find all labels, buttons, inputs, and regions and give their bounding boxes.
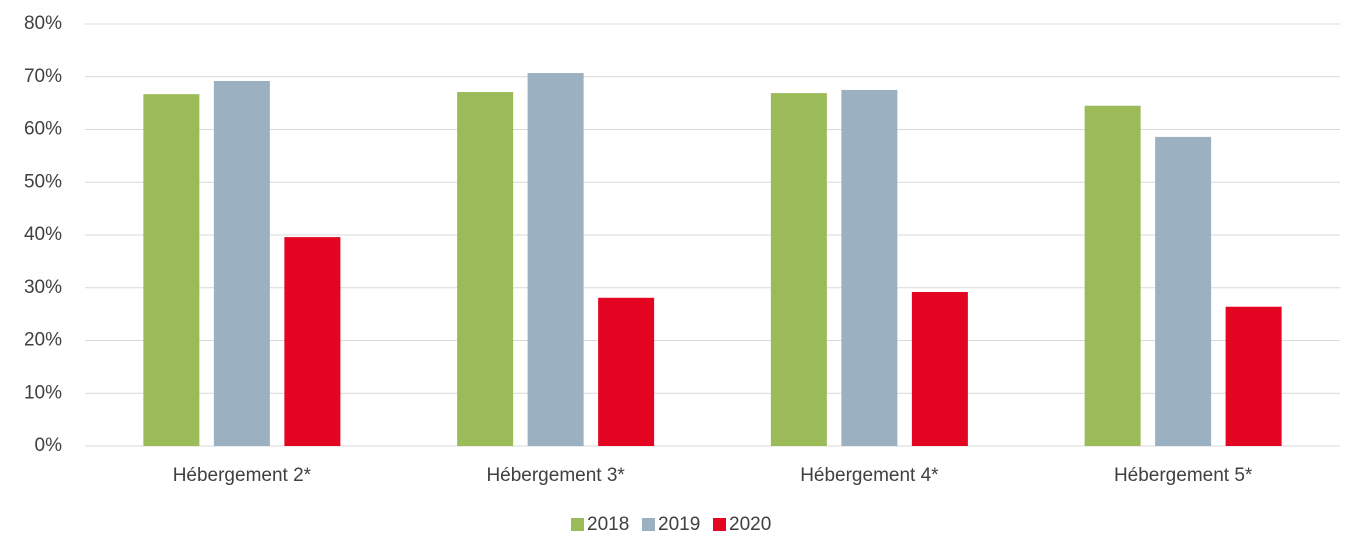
bar (527, 73, 584, 447)
bar (1225, 306, 1282, 446)
bar (770, 93, 827, 446)
bar (457, 92, 514, 447)
y-tick-label: 50% (24, 171, 62, 192)
bar (143, 94, 200, 446)
x-tick-label: Hébergement 2* (173, 465, 312, 486)
y-tick-label: 20% (24, 330, 62, 351)
legend-swatch (571, 518, 584, 531)
legend-label: 2020 (729, 514, 771, 535)
x-tick-label: Hébergement 5* (1114, 465, 1253, 486)
y-tick-label: 70% (24, 66, 62, 87)
y-tick-label: 10% (24, 382, 62, 403)
legend: 2018 2019 2020 (571, 514, 771, 535)
bar (213, 80, 270, 446)
legend-swatch (642, 518, 655, 531)
y-tick-label: 80% (24, 13, 62, 34)
legend-label: 2019 (658, 514, 700, 535)
x-tick-label: Hébergement 3* (486, 465, 625, 486)
legend-swatch (713, 518, 726, 531)
bar (1155, 136, 1212, 446)
legend-label: 2018 (587, 514, 629, 535)
bar (911, 291, 968, 446)
y-tick-label: 40% (24, 224, 62, 245)
bar (1084, 105, 1141, 446)
y-tick-label: 60% (24, 119, 62, 140)
bar (598, 297, 655, 446)
bar (284, 237, 341, 446)
y-tick-label: 0% (35, 435, 63, 456)
y-tick-label: 30% (24, 277, 62, 298)
bar (841, 89, 898, 446)
x-tick-label: Hébergement 4* (800, 465, 939, 486)
